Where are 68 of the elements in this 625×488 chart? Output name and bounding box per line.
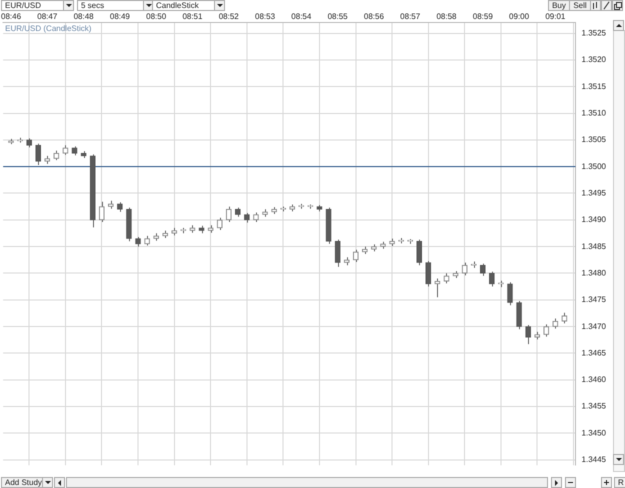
text: Buy bbox=[548, 0, 570, 11]
candlestick bbox=[334, 239, 340, 268]
y-tick-label: 1.3525 bbox=[582, 28, 607, 38]
y-tick-label: 1.3495 bbox=[582, 188, 607, 198]
x-tick-label: 08:54 bbox=[291, 12, 312, 22]
y-tick-label: 1.3450 bbox=[582, 428, 607, 438]
candlestick bbox=[489, 271, 495, 288]
x-tick-label: 08:59 bbox=[472, 12, 494, 22]
x-tick-label: 08:56 bbox=[364, 12, 384, 22]
y-tick-label: 1.3520 bbox=[582, 55, 607, 64]
x-tick-label: 08:51 bbox=[182, 12, 204, 22]
x-tick-label: 08:55 bbox=[328, 12, 348, 22]
y-tick-label: 1.3505 bbox=[582, 135, 607, 144]
y-tick-label: 1.3445 bbox=[582, 455, 607, 464]
y-tick-label: 1.3475 bbox=[582, 295, 607, 304]
candlestick bbox=[234, 207, 241, 218]
y-tick-label: 1.3470 bbox=[582, 322, 607, 331]
candlestick bbox=[253, 212, 259, 223]
text: CandleStick bbox=[152, 0, 218, 11]
x-tick-label: 08:58 bbox=[436, 12, 458, 22]
candlestick bbox=[226, 206, 232, 223]
y-tick-label: 1.3460 bbox=[582, 375, 607, 384]
y-tick-label: 1.3500 bbox=[582, 162, 607, 171]
candlestick bbox=[216, 217, 223, 231]
candlestick bbox=[144, 235, 150, 246]
candlestick bbox=[416, 239, 422, 266]
candlestick bbox=[26, 138, 32, 148]
x-tick-label: 08:50 bbox=[146, 12, 167, 22]
x-tick-label: 08:53 bbox=[255, 12, 276, 22]
text: 5 secs bbox=[77, 0, 147, 11]
text: EUR/USD bbox=[1, 0, 65, 11]
y-tick-label: 1.3455 bbox=[582, 402, 607, 411]
y-tick-label: 1.3515 bbox=[582, 82, 607, 91]
x-tick-label: 08:47 bbox=[37, 12, 58, 22]
candlestick bbox=[444, 272, 450, 284]
text: R bbox=[614, 477, 625, 488]
candlestick bbox=[352, 249, 359, 263]
candlestick bbox=[426, 260, 432, 288]
y-tick-label: 1.3510 bbox=[582, 108, 607, 118]
y-tick-label: 1.3490 bbox=[582, 215, 607, 224]
candlestick bbox=[543, 324, 550, 338]
candlestick bbox=[62, 144, 68, 156]
candlestick bbox=[507, 282, 513, 306]
y-tick-label: 1.3465 bbox=[582, 348, 607, 358]
text: Add Study bbox=[1, 477, 43, 488]
x-tick-label: 08:49 bbox=[110, 12, 130, 22]
candlestick bbox=[72, 146, 78, 156]
candlestick bbox=[525, 324, 531, 345]
x-tick-label: 08:57 bbox=[400, 12, 421, 22]
candlestick bbox=[117, 202, 123, 212]
candlestick bbox=[54, 150, 60, 161]
candlestick bbox=[562, 312, 568, 324]
x-tick-label: 09:00 bbox=[509, 12, 530, 22]
x-tick-label: 08:48 bbox=[74, 12, 94, 22]
y-tick-label: 1.3480 bbox=[582, 268, 607, 278]
candlestick bbox=[135, 236, 141, 248]
candlestick bbox=[35, 143, 42, 166]
y-tick-label: 1.3485 bbox=[582, 242, 607, 251]
x-tick-label: 08:52 bbox=[218, 12, 240, 22]
candlestick bbox=[462, 262, 468, 276]
chart-title: EUR/USD (CandleStick) bbox=[5, 24, 92, 33]
text: Sell bbox=[569, 0, 591, 11]
candlestick bbox=[516, 300, 522, 330]
candlestick bbox=[552, 318, 558, 330]
candlestick bbox=[98, 201, 105, 223]
x-tick-label: 09:01 bbox=[545, 12, 566, 22]
candlestick bbox=[244, 212, 250, 224]
x-tick-label: 08:46 bbox=[0, 12, 22, 22]
